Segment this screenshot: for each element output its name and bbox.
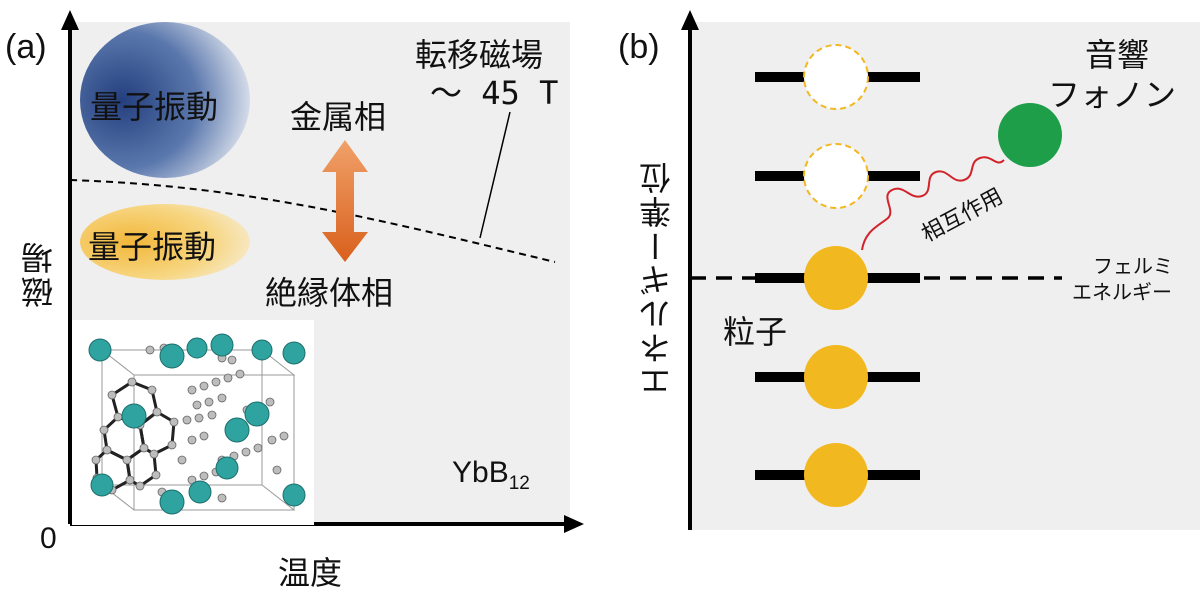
material-formula: YbB bbox=[452, 456, 509, 489]
particle-at-fermi-level bbox=[804, 246, 868, 310]
acoustic-phonon bbox=[998, 103, 1062, 167]
panel-b-label: (b) bbox=[618, 28, 660, 66]
panel-a-x-axis-label: 温度 bbox=[278, 554, 343, 592]
particle-label: 粒子 bbox=[723, 313, 788, 351]
panel-a-y-axis-label: 磁場 bbox=[20, 240, 58, 308]
transition-field-label-line1: 転移磁場 bbox=[415, 36, 544, 74]
insulator-phase-label: 絶縁体相 bbox=[265, 274, 394, 312]
interaction-wave bbox=[861, 156, 1005, 251]
fermi-label-line2: エネルギー bbox=[1072, 280, 1172, 304]
particle-level-1 bbox=[804, 443, 868, 507]
empty-state-upper bbox=[803, 44, 869, 110]
phonon-label-line1: 音響 bbox=[1085, 36, 1150, 74]
upper-quantum-oscillation-label: 量子振動 bbox=[90, 88, 219, 126]
metal-phase-label: 金属相 bbox=[290, 98, 387, 136]
empty-state-lower bbox=[803, 143, 869, 209]
fermi-label-line1: フェルミ bbox=[1093, 254, 1173, 278]
lower-quantum-oscillation-region bbox=[80, 204, 250, 280]
lower-quantum-oscillation-label: 量子振動 bbox=[88, 228, 217, 266]
material-subscript: 12 bbox=[508, 473, 530, 494]
phonon-label-line2: フォノン bbox=[1048, 76, 1177, 114]
panel-a-label: (a) bbox=[5, 28, 47, 66]
upper-quantum-oscillation-region bbox=[80, 22, 250, 178]
crystal-structure-inset bbox=[72, 320, 314, 525]
transition-field-label-line2: ～ 45 T bbox=[430, 74, 559, 112]
transition-boundary-curve bbox=[69, 179, 556, 263]
panel-b-y-axis-label: エネルギー準位 bbox=[638, 160, 676, 398]
particle-level-2 bbox=[804, 345, 868, 409]
material-label: YbB12 bbox=[452, 456, 530, 495]
crystal-structure-image bbox=[88, 333, 306, 515]
metal-insulator-arrow bbox=[322, 140, 368, 262]
origin-label: 0 bbox=[40, 522, 57, 555]
transition-label-pointer bbox=[479, 111, 511, 239]
